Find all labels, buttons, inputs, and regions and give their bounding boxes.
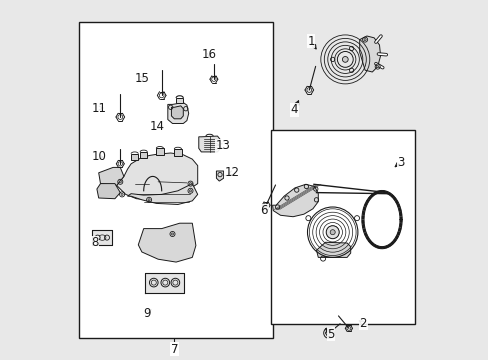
Text: 6: 6 xyxy=(260,204,267,217)
Text: 1: 1 xyxy=(307,35,314,48)
Circle shape xyxy=(171,233,173,235)
Polygon shape xyxy=(140,152,147,158)
Text: 11: 11 xyxy=(91,102,106,114)
Polygon shape xyxy=(92,230,112,245)
Polygon shape xyxy=(144,273,184,293)
Text: 9: 9 xyxy=(143,307,151,320)
Text: 8: 8 xyxy=(91,237,99,249)
Text: 15: 15 xyxy=(134,72,149,85)
Polygon shape xyxy=(359,36,380,72)
Text: 14: 14 xyxy=(150,120,164,132)
Text: 13: 13 xyxy=(215,139,230,152)
Circle shape xyxy=(342,57,347,62)
Polygon shape xyxy=(216,171,223,181)
Polygon shape xyxy=(176,98,183,103)
Polygon shape xyxy=(316,242,350,257)
Polygon shape xyxy=(131,154,138,160)
Polygon shape xyxy=(199,136,220,152)
Circle shape xyxy=(376,66,378,68)
Text: 7: 7 xyxy=(170,343,178,356)
Bar xyxy=(79,22,273,338)
Polygon shape xyxy=(272,184,318,217)
Text: 2: 2 xyxy=(359,317,366,330)
Bar xyxy=(271,130,415,324)
Polygon shape xyxy=(99,167,123,185)
Polygon shape xyxy=(171,106,183,119)
Text: 4: 4 xyxy=(290,103,297,116)
Text: 7: 7 xyxy=(170,343,178,356)
Text: 16: 16 xyxy=(202,48,216,61)
Polygon shape xyxy=(156,148,163,155)
Circle shape xyxy=(325,226,339,239)
Polygon shape xyxy=(117,153,197,200)
Circle shape xyxy=(337,51,352,67)
Polygon shape xyxy=(127,184,197,204)
Circle shape xyxy=(363,39,366,41)
Polygon shape xyxy=(138,223,196,262)
Polygon shape xyxy=(167,103,188,123)
Polygon shape xyxy=(97,184,120,199)
Circle shape xyxy=(121,193,123,195)
Text: 10: 10 xyxy=(91,150,106,163)
Circle shape xyxy=(189,190,191,192)
Text: 12: 12 xyxy=(224,166,239,179)
Circle shape xyxy=(189,183,191,185)
Circle shape xyxy=(329,230,335,235)
Text: 3: 3 xyxy=(397,156,404,168)
Text: 5: 5 xyxy=(326,328,334,341)
Circle shape xyxy=(148,199,150,201)
Circle shape xyxy=(119,181,121,183)
Polygon shape xyxy=(174,149,181,156)
